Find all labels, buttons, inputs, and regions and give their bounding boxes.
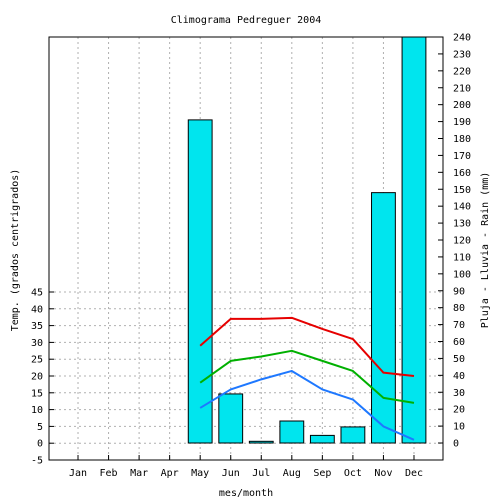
tick-label-y-right: 80 xyxy=(453,303,465,314)
rain-bar xyxy=(248,440,274,444)
axis-ticks: Jan Feb Mar Apr May Jun Jul Aug Sep Oct Nov Dec -5 0 5… xyxy=(31,33,471,480)
tick-label-y-left: 25 xyxy=(31,355,43,366)
tick-label-y-right: 50 xyxy=(453,354,465,365)
tick-label-y-right: 200 xyxy=(453,100,471,111)
tick-label-y-right: 60 xyxy=(453,337,465,348)
rain-bar xyxy=(187,119,213,444)
tick-label-y-right: 190 xyxy=(453,117,471,128)
tick-label-y-right: 40 xyxy=(453,371,465,382)
tick-label-y-right: 70 xyxy=(453,320,465,331)
tick-label-y-left: 10 xyxy=(31,405,43,416)
temperature-line xyxy=(199,316,415,377)
tick-label-y-left: 40 xyxy=(31,304,43,315)
tick-label-y-left: 20 xyxy=(31,372,43,383)
tick-label-x: Sep xyxy=(313,468,331,479)
tick-label-x: Jun xyxy=(222,468,240,479)
rain-bar xyxy=(309,434,335,444)
tick-label-y-right: 120 xyxy=(453,236,471,247)
tick-label-y-right: 90 xyxy=(453,286,465,297)
tick-label-y-right: 110 xyxy=(453,252,471,263)
tick-label-x: Aug xyxy=(283,468,301,479)
tick-label-x: Oct xyxy=(344,468,362,479)
tick-label-y-left: 5 xyxy=(37,422,43,433)
tick-label-x: Nov xyxy=(374,468,392,479)
tick-label-x: Apr xyxy=(161,468,179,479)
tick-label-y-right: 10 xyxy=(453,422,465,433)
tick-label-y-left: -5 xyxy=(31,456,43,467)
rain-bar xyxy=(340,426,366,444)
tick-label-y-right: 0 xyxy=(453,439,459,450)
chart-title: Climograma Pedreguer 2004 xyxy=(171,15,322,26)
tick-label-y-right: 230 xyxy=(453,49,471,60)
rain-bar xyxy=(279,420,305,444)
tick-label-y-right: 240 xyxy=(453,33,471,44)
tick-label-y-right: 30 xyxy=(453,388,465,399)
tick-label-y-right: 20 xyxy=(453,405,465,416)
temperature-line xyxy=(199,349,415,404)
tick-label-y-right: 220 xyxy=(453,66,471,77)
tick-label-y-right: 170 xyxy=(453,151,471,162)
rain-bar xyxy=(218,393,244,444)
temperature-lines xyxy=(199,316,415,441)
tick-label-y-left: 15 xyxy=(31,388,43,399)
x-axis-label: mes/month xyxy=(219,488,273,499)
tick-label-x: May xyxy=(191,468,209,479)
y-axis-left-label: Temp. (grados centrigrados) xyxy=(10,169,21,332)
tick-label-y-left: 0 xyxy=(37,439,43,450)
tick-label-x: Feb xyxy=(100,468,118,479)
y-axis-right-label: Pluja - Lluvia - Rain (mm) xyxy=(480,172,491,329)
tick-label-y-right: 100 xyxy=(453,269,471,280)
rain-bar xyxy=(371,192,396,444)
tick-label-y-right: 140 xyxy=(453,202,471,213)
rain-bar xyxy=(401,36,427,444)
tick-label-y-right: 130 xyxy=(453,219,471,230)
tick-label-y-left: 35 xyxy=(31,321,43,332)
tick-label-y-right: 210 xyxy=(453,83,471,94)
temperature-line xyxy=(199,369,415,441)
tick-label-y-right: 160 xyxy=(453,168,471,179)
rain-bars xyxy=(187,36,427,444)
tick-label-y-right: 150 xyxy=(453,185,471,196)
plot-frame xyxy=(48,36,444,461)
tick-label-x: Jul xyxy=(252,468,270,479)
tick-label-x: Dec xyxy=(405,468,423,479)
tick-label-x: Jan xyxy=(69,468,87,479)
tick-label-y-left: 45 xyxy=(31,288,43,299)
tick-label-y-left: 30 xyxy=(31,338,43,349)
tick-label-y-right: 180 xyxy=(453,134,471,145)
tick-label-x: Mar xyxy=(130,468,148,479)
